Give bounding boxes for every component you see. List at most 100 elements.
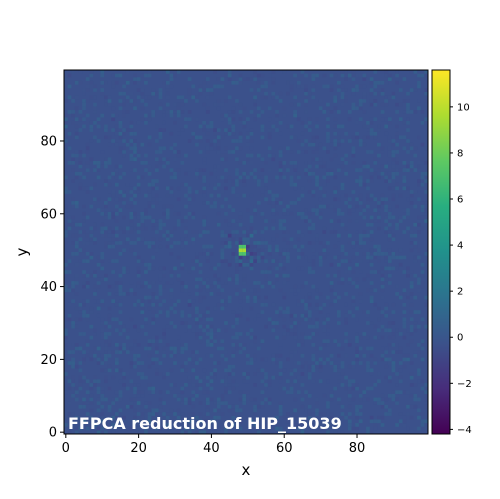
heatmap-cell [176, 153, 181, 158]
heatmap-cell [355, 346, 359, 351]
heatmap-cell [155, 186, 159, 191]
heatmap-cell [173, 226, 177, 231]
heatmap-cell [169, 353, 174, 358]
heatmap-cell [180, 266, 185, 271]
heatmap-cell [369, 237, 374, 242]
heatmap-cell [275, 353, 279, 358]
heatmap-cell [275, 335, 279, 340]
heatmap-cell [384, 346, 389, 351]
heatmap-cell [315, 175, 319, 180]
heatmap-cell [213, 201, 217, 205]
heatmap-cell [300, 84, 305, 89]
heatmap-cell [147, 190, 152, 194]
heatmap-cell [395, 142, 399, 147]
heatmap-cell [282, 368, 287, 373]
heatmap-cell [133, 353, 137, 358]
heatmap-cell [420, 270, 425, 274]
heatmap-cell [165, 230, 170, 234]
heatmap-cell [235, 332, 239, 336]
heatmap-cell [147, 135, 152, 140]
heatmap-cell [246, 262, 250, 267]
heatmap-cell [395, 110, 399, 114]
heatmap-cell [267, 281, 272, 285]
heatmap-cell [82, 124, 86, 129]
heatmap-cell [373, 131, 378, 136]
heatmap-cell [78, 110, 83, 114]
heatmap-cell [333, 415, 338, 420]
heatmap-cell [100, 419, 105, 424]
heatmap-cell [406, 186, 410, 191]
heatmap-cell [242, 230, 247, 234]
y-axis-label: y [13, 247, 31, 256]
heatmap-cell [205, 343, 210, 347]
heatmap-cell [231, 179, 236, 183]
heatmap-cell [67, 222, 72, 227]
heatmap-cell [104, 124, 108, 129]
heatmap-cell [311, 241, 316, 245]
heatmap-cell [96, 313, 101, 318]
heatmap-cell [409, 241, 414, 245]
heatmap-cell [395, 284, 399, 289]
heatmap-cell [249, 335, 254, 340]
heatmap-cell [296, 375, 301, 380]
heatmap-cell [311, 324, 316, 329]
heatmap-cell [104, 273, 108, 278]
heatmap-cell [89, 255, 94, 260]
heatmap-cell [326, 106, 330, 111]
heatmap-cell [133, 211, 137, 216]
heatmap-cell [147, 364, 152, 369]
heatmap-cell [333, 117, 338, 122]
heatmap-cell [417, 197, 421, 202]
heatmap-cell [271, 211, 276, 216]
heatmap-cell [384, 404, 389, 409]
heatmap-cell [406, 328, 410, 333]
heatmap-cell [369, 77, 374, 81]
heatmap-cell [307, 270, 312, 274]
heatmap-cell [82, 270, 86, 274]
heatmap-cell [307, 412, 312, 416]
heatmap-cell [129, 168, 134, 172]
heatmap-cell [202, 324, 207, 329]
heatmap-cell [242, 397, 247, 402]
heatmap-cell [129, 128, 134, 132]
heatmap-cell [282, 386, 287, 391]
heatmap-cell [155, 139, 159, 143]
heatmap-cell [104, 350, 108, 354]
heatmap-cell [326, 401, 330, 405]
heatmap-cell [238, 390, 243, 395]
heatmap-cell [300, 404, 305, 409]
heatmap-cell [93, 328, 97, 333]
heatmap-cell [118, 241, 123, 245]
heatmap-cell [231, 419, 236, 424]
heatmap-cell [406, 208, 410, 213]
heatmap-cell [184, 328, 188, 333]
heatmap-cell [315, 252, 319, 256]
heatmap-cell [337, 197, 341, 202]
heatmap-cell [311, 408, 316, 413]
heatmap-cell [304, 84, 308, 89]
heatmap-cell [169, 252, 174, 256]
heatmap-cell [289, 244, 294, 249]
heatmap-cell [340, 164, 345, 169]
heatmap-cell [362, 95, 367, 100]
heatmap-cell [176, 222, 181, 227]
heatmap-cell [67, 412, 72, 416]
heatmap-cell [409, 164, 414, 169]
heatmap-cell [249, 288, 254, 293]
heatmap-cell [355, 131, 359, 136]
heatmap-cell [67, 270, 72, 274]
heatmap-cell [78, 368, 83, 373]
heatmap-cell [85, 252, 90, 256]
heatmap-cell [391, 197, 396, 202]
heatmap-cell [286, 357, 290, 362]
heatmap-cell [133, 415, 137, 420]
heatmap-cell [78, 386, 83, 391]
heatmap-cell [329, 230, 334, 234]
heatmap-cell [289, 313, 294, 318]
heatmap-cell [71, 215, 75, 220]
heatmap-cell [93, 241, 97, 245]
heatmap-cell [304, 317, 308, 322]
heatmap-cell [344, 332, 348, 336]
heatmap-cell [337, 353, 341, 358]
heatmap-cell [202, 222, 207, 227]
